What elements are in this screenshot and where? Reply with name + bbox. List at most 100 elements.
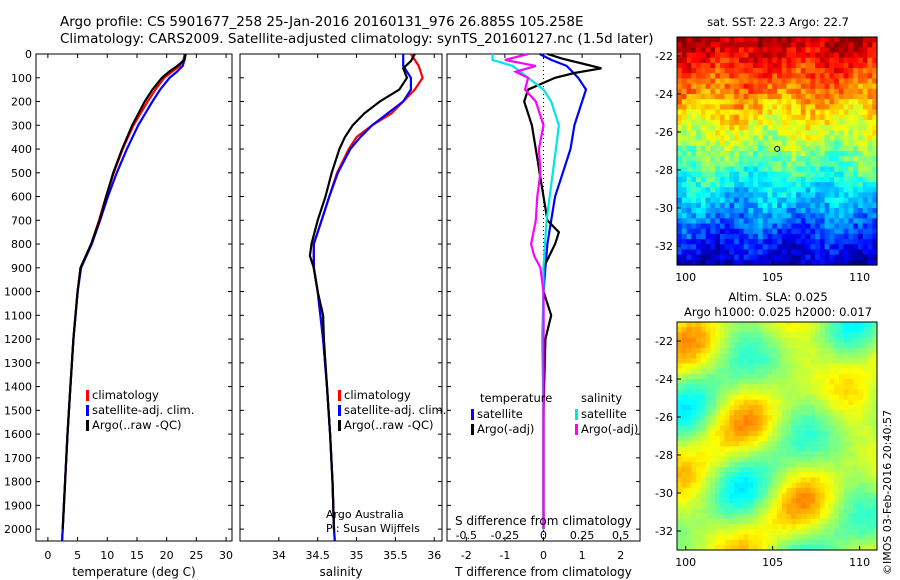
map-cell xyxy=(715,337,721,344)
map-cell xyxy=(753,456,759,463)
map-cell xyxy=(786,197,792,204)
map-cell xyxy=(862,99,869,105)
map-cell xyxy=(757,487,764,494)
map-cell xyxy=(696,487,702,494)
map-cell xyxy=(805,125,811,131)
map-cell xyxy=(738,99,745,105)
map-cell xyxy=(734,94,740,100)
map-cell xyxy=(853,145,859,152)
map-cell xyxy=(796,239,802,245)
map-cell xyxy=(724,487,730,494)
map-cell xyxy=(791,37,797,43)
map-cell xyxy=(834,182,840,188)
map-cell xyxy=(681,109,688,116)
map-cell xyxy=(800,342,807,349)
map-cell xyxy=(705,493,711,499)
map-cell xyxy=(743,99,750,105)
map-cell xyxy=(743,544,750,551)
map-cell xyxy=(677,524,683,530)
map-cell xyxy=(719,477,726,484)
map-cell xyxy=(696,322,702,328)
map-cell xyxy=(843,482,850,489)
map-cell xyxy=(786,430,792,437)
map-cell xyxy=(805,358,811,365)
map-cell xyxy=(829,156,835,162)
map-cell xyxy=(719,99,726,105)
x-tick-label: 2 xyxy=(617,549,624,562)
map-cell xyxy=(834,47,840,54)
map-cell xyxy=(796,104,802,111)
map-cell xyxy=(872,384,878,390)
map-cell xyxy=(696,218,702,225)
map-cell xyxy=(767,239,773,245)
map-cell xyxy=(700,161,707,168)
map-cell xyxy=(824,202,830,209)
map-cell xyxy=(815,436,821,442)
figure-title-line2: Climatology: CARS2009. Satellite-adjuste… xyxy=(60,31,654,47)
map-cell xyxy=(786,513,792,520)
map-cell xyxy=(815,135,821,142)
map-cell xyxy=(824,425,830,432)
map-cell xyxy=(796,534,802,541)
map-cell xyxy=(848,109,854,116)
map-cell xyxy=(829,68,835,74)
s-tick-label: -0.5 xyxy=(456,529,477,542)
map-cell xyxy=(724,420,730,427)
map-cell xyxy=(772,171,778,178)
map-cell xyxy=(753,539,759,546)
map-cell xyxy=(691,524,697,530)
map-cell xyxy=(838,508,845,515)
map-cell xyxy=(734,244,740,251)
map-cell xyxy=(719,166,726,173)
map-cell xyxy=(815,99,821,105)
map-cell xyxy=(681,446,688,453)
map-cell xyxy=(700,389,707,396)
map-cell xyxy=(677,192,683,199)
map-cell xyxy=(791,161,797,168)
map-cell xyxy=(681,529,688,536)
map-cell xyxy=(791,125,797,131)
map-cell xyxy=(743,493,750,499)
map-cell xyxy=(862,467,869,473)
map-cell xyxy=(729,513,735,520)
map-cell xyxy=(872,420,878,427)
map-cell xyxy=(862,373,869,380)
map-cell xyxy=(757,57,764,64)
map-cell xyxy=(810,259,816,266)
map-cell xyxy=(705,125,711,131)
map-cell xyxy=(700,430,707,437)
map-cell xyxy=(824,477,830,484)
map-cell xyxy=(872,244,878,251)
map-cell xyxy=(719,130,726,137)
map-cell xyxy=(867,109,873,116)
map-cell xyxy=(681,337,688,344)
map-cell xyxy=(867,482,873,489)
map-cell xyxy=(791,420,797,427)
map-cell xyxy=(838,47,845,54)
map-cell xyxy=(681,73,688,80)
map-cell xyxy=(777,109,783,116)
map-cell xyxy=(786,171,792,178)
map-cell xyxy=(815,503,821,510)
map-cell xyxy=(848,327,854,333)
map-cell xyxy=(796,171,802,178)
map-cell xyxy=(710,399,716,406)
map-cell xyxy=(724,151,730,157)
map-cell xyxy=(786,187,792,194)
map-cell xyxy=(748,62,754,69)
map-cell xyxy=(838,42,845,48)
map-cell xyxy=(867,47,873,54)
map-cell xyxy=(805,518,811,525)
map-cell xyxy=(696,140,702,147)
map-cell xyxy=(757,373,764,380)
map-cell xyxy=(772,187,778,194)
map-cell xyxy=(677,508,683,515)
map-cell xyxy=(677,140,683,147)
map-cell xyxy=(762,451,769,458)
map-cell xyxy=(867,358,873,365)
map-cell xyxy=(796,327,802,333)
map-cell xyxy=(743,114,750,121)
map-cell xyxy=(762,529,769,536)
map-cell xyxy=(848,498,854,504)
map-cell xyxy=(781,249,788,256)
